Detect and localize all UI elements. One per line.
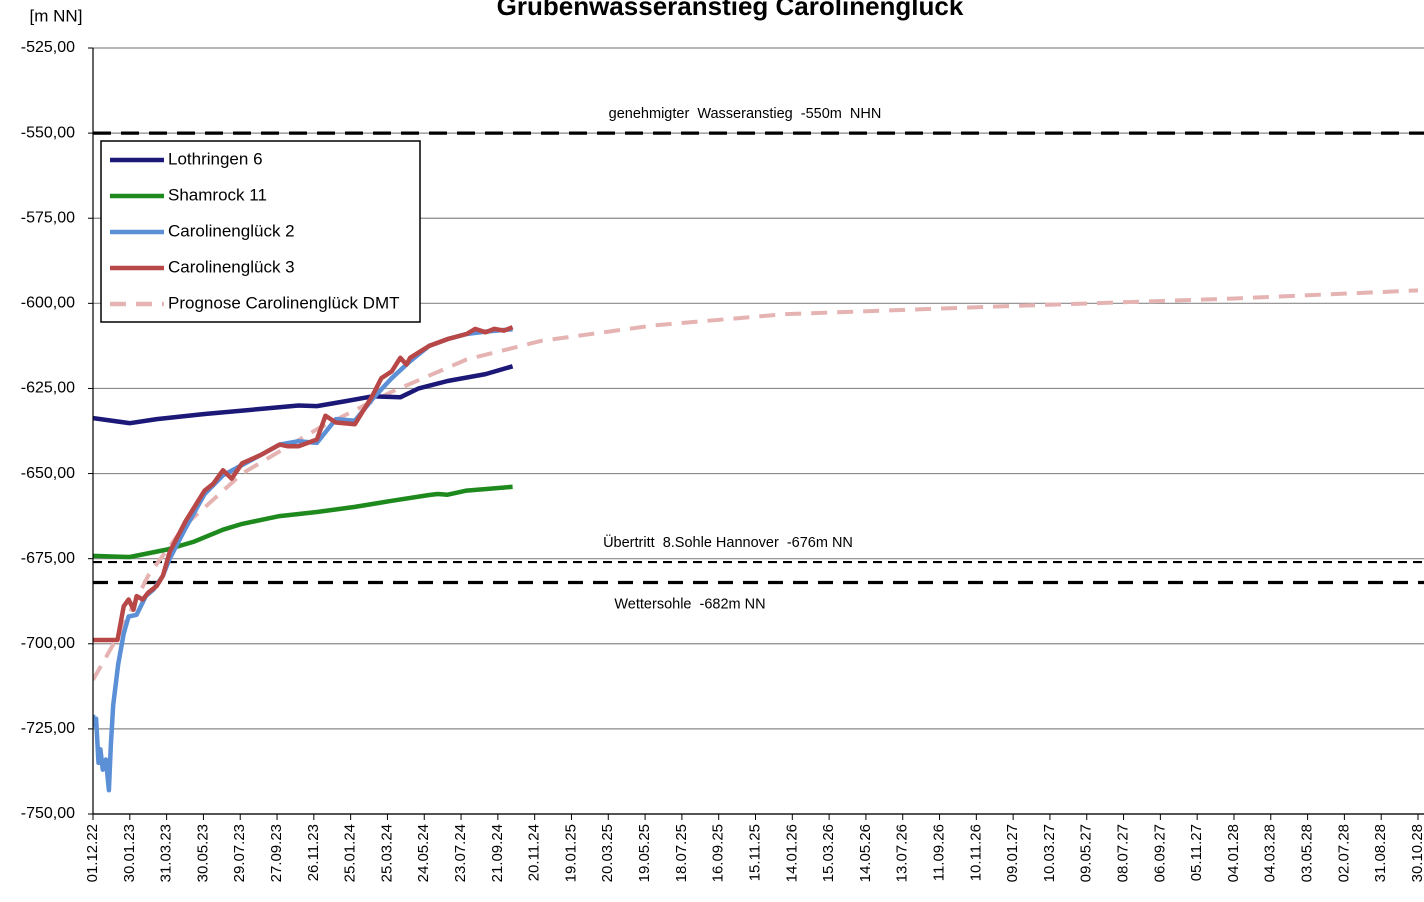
x-tick-label: 15.11.25 <box>746 824 763 881</box>
x-tick-label: 16.09.25 <box>710 824 727 882</box>
y-tick-label: -725,00 <box>21 720 75 737</box>
x-tick-label: 31.03.23 <box>158 824 175 882</box>
y-tick-label: -550,00 <box>21 124 75 141</box>
x-tick-label: 11.09.26 <box>930 824 947 881</box>
x-tick-label: 19.01.25 <box>562 824 579 882</box>
x-tick-label: 13.07.26 <box>894 824 911 882</box>
legend-label: Carolinenglück 2 <box>168 221 295 240</box>
x-tick-label: 02.07.28 <box>1335 824 1352 882</box>
x-tick-label: 30.01.23 <box>121 824 138 882</box>
x-tick-label: 20.03.25 <box>599 824 616 882</box>
x-tick-label: 18.07.25 <box>673 824 690 882</box>
x-tick-label: 06.09.27 <box>1151 824 1168 882</box>
axes: -750,00 -725,00 -700,00 -675,00 -650,00 -625,… <box>21 39 1424 882</box>
x-tick-label: 03.05.28 <box>1299 824 1316 882</box>
x-tick-label: 31.08.28 <box>1372 824 1389 882</box>
y-tick-label: -575,00 <box>21 209 75 226</box>
legend: Lothringen 6 Shamrock 11 Carolinenglück 2 C… <box>100 140 421 323</box>
x-tick-label: 27.09.23 <box>268 824 285 882</box>
y-tick-label: -600,00 <box>21 295 75 312</box>
legend-label: Lothringen 6 <box>168 149 263 168</box>
x-tick-label: 15.03.26 <box>820 824 837 882</box>
x-tick-label: 09.05.27 <box>1078 824 1095 882</box>
series-line <box>93 326 513 793</box>
x-tick-label: 30.10.28 <box>1409 824 1424 882</box>
x-tick-label: 10.11.26 <box>967 824 984 881</box>
x-tick-label: 29.07.23 <box>231 824 248 882</box>
series-line <box>93 325 514 643</box>
reference-label: Wettersohle -682m NN <box>614 596 765 612</box>
y-axis-label: [m NN] <box>30 6 83 25</box>
legend-label: Carolinenglück 3 <box>168 257 295 276</box>
x-tick-label: 21.09.24 <box>489 824 506 882</box>
chart-title: Grubenwasseranstieg Carolinenglück <box>497 0 964 21</box>
x-tick-label: 23.07.24 <box>452 824 469 882</box>
x-tick-label: 05.11.27 <box>1188 824 1205 881</box>
y-tick-label: -525,00 <box>21 39 75 56</box>
y-tick-label: -750,00 <box>21 805 75 822</box>
x-tick-label: 04.03.28 <box>1262 824 1279 882</box>
legend-label: Prognose Carolinenglück DMT <box>168 293 400 312</box>
x-tick-label: 20.11.24 <box>526 824 543 881</box>
plot-area <box>93 131 1424 793</box>
x-tick-label: 19.05.25 <box>636 824 653 882</box>
x-tick-label: 14.01.26 <box>783 824 800 882</box>
series-line <box>93 288 1419 681</box>
x-tick-label: 10.03.27 <box>1041 824 1058 882</box>
y-tick-label: -700,00 <box>21 635 75 652</box>
x-tick-label: 30.05.23 <box>194 824 211 882</box>
y-tick-label: -650,00 <box>21 465 75 482</box>
reference-label: genehmigter Wasseranstieg -550m NHN <box>609 106 882 122</box>
reference-label: Übertritt 8.Sohle Hannover -676m NN <box>603 533 853 551</box>
x-tick-label: 24.05.24 <box>415 824 432 882</box>
legend-label: Shamrock 11 <box>168 185 267 204</box>
x-tick-label: 09.01.27 <box>1004 824 1021 882</box>
x-tick-label: 26.11.23 <box>305 824 322 881</box>
x-tick-label: 08.07.27 <box>1115 824 1132 882</box>
y-tick-label: -675,00 <box>21 550 75 567</box>
x-tick-label: 14.05.26 <box>857 824 874 882</box>
x-tick-label: 01.12.22 <box>84 824 101 882</box>
x-tick-label: 25.01.24 <box>342 824 359 882</box>
series-line <box>93 484 513 560</box>
x-tick-label: 25.03.24 <box>378 824 395 882</box>
x-tick-label: 04.01.28 <box>1225 824 1242 882</box>
y-tick-label: -625,00 <box>21 380 75 397</box>
series-line <box>93 364 514 426</box>
